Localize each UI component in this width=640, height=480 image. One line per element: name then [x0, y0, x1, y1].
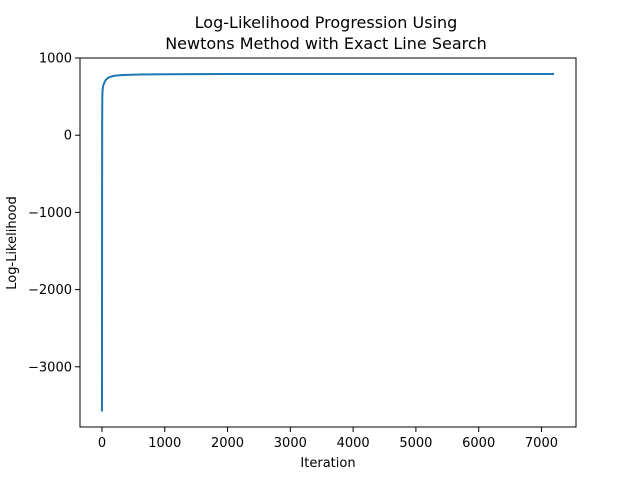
x-tick-label: 7000	[525, 436, 558, 451]
y-tick-label: 0	[64, 129, 72, 144]
x-tick-label: 6000	[462, 436, 495, 451]
x-tick-label: 3000	[274, 436, 307, 451]
x-tick-label: 5000	[399, 436, 432, 451]
x-axis-label: Iteration	[300, 456, 355, 471]
series-line	[100, 73, 555, 412]
y-tick-label: −2000	[28, 283, 72, 298]
x-tick-label: 2000	[211, 436, 244, 451]
chart-title-line2: Newtons Method with Exact Line Search	[165, 34, 487, 53]
y-axis-label: Log-Likelihood	[5, 196, 20, 289]
y-tick-label: 1000	[39, 52, 72, 67]
plot-area	[100, 73, 555, 412]
x-tick-label: 0	[98, 436, 106, 451]
y-tick-label: −1000	[28, 206, 72, 221]
y-axis: 1000 0 −1000 −2000 −3000	[28, 52, 80, 375]
chart-title-line1: Log-Likelihood Progression Using	[195, 13, 458, 32]
x-tick-label: 1000	[148, 436, 181, 451]
x-axis: 0 1000 2000 3000 4000 5000 6000 7000	[98, 427, 558, 451]
x-tick-label: 4000	[337, 436, 370, 451]
axes-frame	[79, 57, 577, 428]
y-tick-label: −3000	[28, 360, 72, 375]
